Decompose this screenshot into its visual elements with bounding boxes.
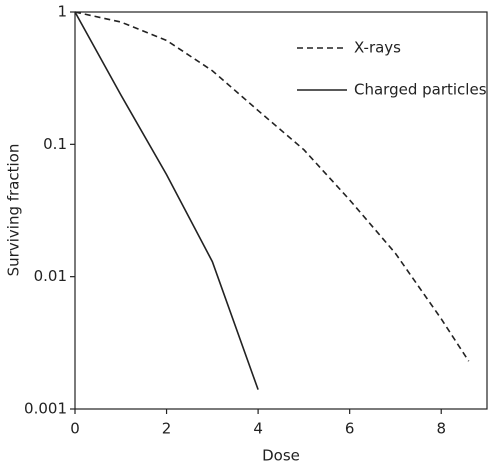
y-axis-label: Surviving fraction: [5, 144, 23, 277]
plot-frame: [74, 11, 488, 410]
y-tick-label: 0.01: [34, 267, 67, 285]
legend-label: Charged particles: [354, 81, 487, 99]
y-tick-label: 0.001: [24, 400, 67, 418]
x-tick-label: 0: [70, 420, 80, 438]
y-tick-label: 0.1: [43, 135, 67, 153]
y-tick-label: 1: [57, 3, 67, 21]
legend-label: X-rays: [354, 39, 401, 57]
x-axis-label: Dose: [262, 447, 300, 465]
x-tick-label: 6: [345, 420, 355, 438]
data-line: [74, 11, 259, 390]
data-line: [74, 11, 470, 362]
x-tick-label: 4: [253, 420, 263, 438]
x-tick-label: 2: [162, 420, 172, 438]
x-tick-label: 8: [436, 420, 446, 438]
